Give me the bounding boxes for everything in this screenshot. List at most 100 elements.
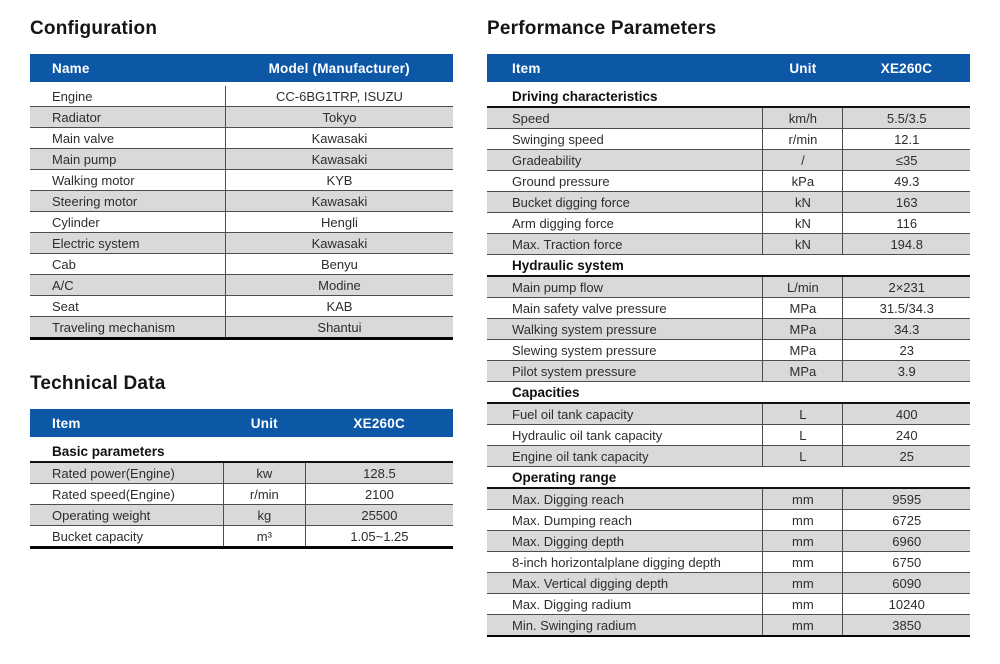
row-label: 8-inch horizontalplane digging depth: [487, 551, 763, 573]
table-row: Engine oil tank capacity L 25: [487, 445, 970, 467]
row-label: Ground pressure: [487, 170, 763, 192]
table-row: Min. Swinging radium mm 3850: [487, 614, 970, 636]
row-value: CC-6BG1TRP, ISUZU: [224, 83, 453, 107]
column-header: XE260C: [842, 54, 970, 86]
row-value: 194.8: [842, 233, 970, 255]
row-label: Rated speed(Engine): [30, 483, 224, 505]
row-value: 3.9: [842, 360, 970, 382]
column-header: Name: [30, 54, 226, 86]
table-row: Max. Digging reach mm 9595: [487, 487, 970, 510]
row-label: Slewing system pressure: [487, 339, 763, 361]
row-value: 25: [842, 445, 970, 467]
row-label: Pilot system pressure: [487, 360, 763, 382]
table-row: Max. Dumping reach mm 6725: [487, 509, 970, 531]
row-label: Engine: [30, 83, 226, 107]
row-value: 2100: [304, 483, 453, 505]
row-value: mm: [762, 487, 843, 510]
row-value: 12.1: [842, 128, 970, 150]
right-column: Performance Parameters Item Unit XE260C Dri…: [487, 16, 970, 637]
column-header: Unit: [762, 54, 843, 86]
table-row: Ground pressure kPa 49.3: [487, 170, 970, 192]
row-value: L/min: [762, 275, 843, 298]
row-value: ≤35: [842, 149, 970, 171]
group-header: Basic parameters: [30, 438, 453, 463]
column-header: Item: [487, 54, 763, 86]
row-label: Rated power(Engine): [30, 461, 224, 484]
row-value: mm: [762, 572, 843, 594]
table-row: Gradeability / ≤35: [487, 149, 970, 171]
row-value: 240: [842, 424, 970, 446]
group-header: Capacities: [487, 381, 970, 404]
table-row: Main safety valve pressure MPa 31.5/34.3: [487, 297, 970, 319]
configuration-title: Configuration: [30, 18, 158, 39]
row-value: kg: [222, 504, 306, 526]
table-row: Max. Traction force kN 194.8: [487, 233, 970, 255]
row-label: Swinging speed: [487, 128, 763, 150]
row-value: 400: [842, 402, 970, 425]
row-value: kN: [762, 212, 843, 234]
group-header-row: Driving characteristics: [487, 83, 970, 108]
row-value: mm: [762, 509, 843, 531]
column-header: XE260C: [305, 409, 453, 441]
row-value: MPa: [762, 339, 843, 361]
table-row: Walking motor KYB: [30, 169, 453, 191]
row-value: 1.05~1.25: [304, 525, 453, 548]
table-row: 8-inch horizontalplane digging depth mm 67…: [487, 551, 970, 573]
row-label: Bucket digging force: [487, 191, 763, 213]
row-label: Radiator: [30, 106, 226, 128]
row-value: Kawasaki: [224, 148, 453, 170]
row-value: kN: [762, 191, 843, 213]
row-value: Kawasaki: [224, 127, 453, 149]
row-value: Tokyo: [224, 106, 453, 128]
table-row: Arm digging force kN 116: [487, 212, 970, 234]
table-row: Speed km/h 5.5/3.5: [487, 106, 970, 129]
column-header: Unit: [223, 409, 306, 441]
row-value: 10240: [842, 593, 970, 615]
row-value: L: [762, 445, 843, 467]
row-label: Walking system pressure: [487, 318, 763, 340]
row-value: MPa: [762, 318, 843, 340]
table-row: Main valve Kawasaki: [30, 127, 453, 149]
row-value: Hengli: [224, 211, 453, 233]
table-row: Pilot system pressure MPa 3.9: [487, 360, 970, 382]
row-label: A/C: [30, 274, 226, 296]
table-row: Main pump flow L/min 2×231: [487, 275, 970, 298]
row-value: MPa: [762, 360, 843, 382]
row-label: Engine oil tank capacity: [487, 445, 763, 467]
row-label: Electric system: [30, 232, 226, 254]
group-header: Driving characteristics: [487, 83, 970, 108]
row-label: Steering motor: [30, 190, 226, 212]
table-row: Electric system Kawasaki: [30, 232, 453, 254]
group-header-row: Hydraulic system: [487, 254, 970, 277]
table-row: Swinging speed r/min 12.1: [487, 128, 970, 150]
row-label: Hydraulic oil tank capacity: [487, 424, 763, 446]
group-header: Hydraulic system: [487, 254, 970, 277]
row-value: 25500: [304, 504, 453, 526]
table-row: Seat KAB: [30, 295, 453, 317]
table-row: Main pump Kawasaki: [30, 148, 453, 170]
row-label: Seat: [30, 295, 226, 317]
row-label: Max. Vertical digging depth: [487, 572, 763, 594]
row-value: KYB: [224, 169, 453, 191]
column-header: Item: [30, 409, 224, 441]
row-value: 6725: [842, 509, 970, 531]
row-value: km/h: [762, 106, 843, 129]
row-label: Max. Dumping reach: [487, 509, 763, 531]
row-label: Bucket capacity: [30, 525, 224, 548]
row-label: Traveling mechanism: [30, 316, 226, 339]
table-row: A/C Modine: [30, 274, 453, 296]
table-row: Cylinder Hengli: [30, 211, 453, 233]
row-value: 163: [842, 191, 970, 213]
configuration-table: Name Model (Manufacturer) Engine CC-6BG1TRP…: [30, 54, 453, 340]
row-value: r/min: [222, 483, 306, 505]
row-label: Max. Digging depth: [487, 530, 763, 552]
row-label: Max. Digging radium: [487, 593, 763, 615]
row-value: m³: [222, 525, 306, 548]
row-value: KAB: [224, 295, 453, 317]
performance-parameters-title: Performance Parameters: [487, 18, 717, 39]
table-row: Cab Benyu: [30, 253, 453, 275]
row-label: Fuel oil tank capacity: [487, 402, 763, 425]
row-value: mm: [762, 593, 843, 615]
row-value: r/min: [762, 128, 843, 150]
